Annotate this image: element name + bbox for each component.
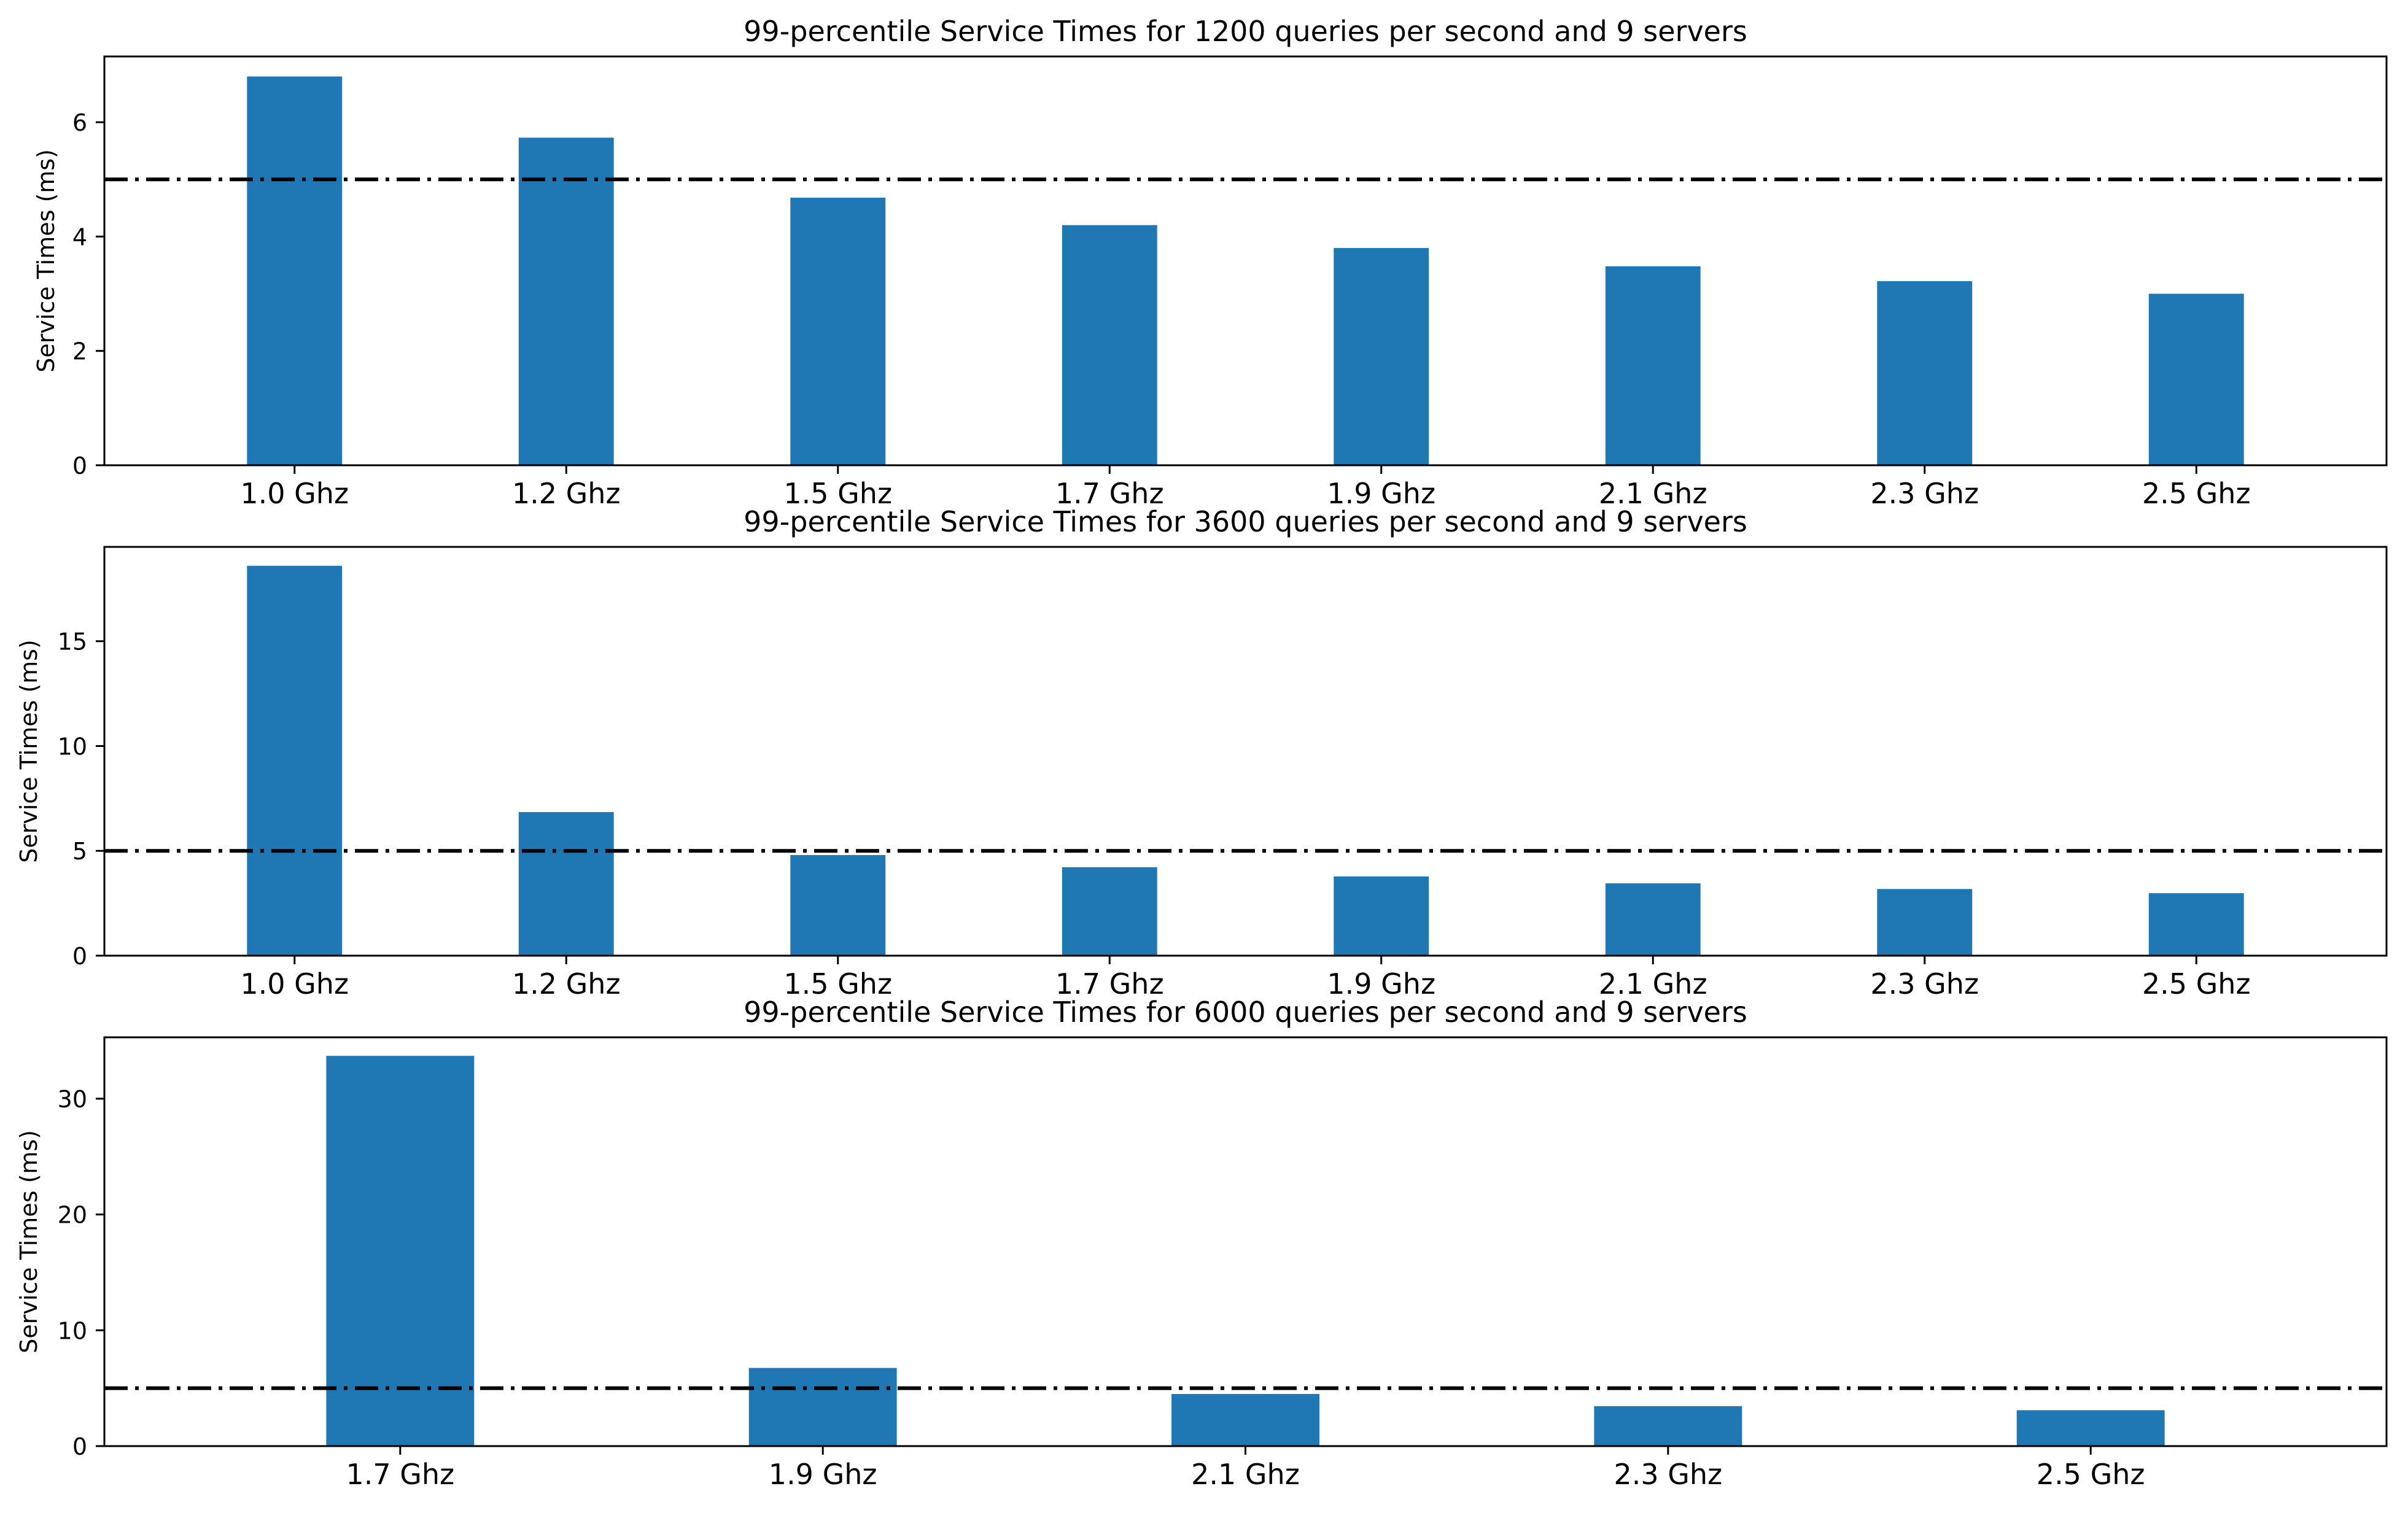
x-tick-label: 1.9 Ghz <box>769 1458 877 1491</box>
bar-2-3-ghz <box>1877 281 1973 465</box>
chart-title: 99-percentile Service Times for 6000 que… <box>744 996 1747 1029</box>
bar-1-0-ghz <box>247 76 343 466</box>
bar-1-9-ghz <box>748 1368 897 1446</box>
chart-panel-1: 0 2 4 6 1.0 Ghz 1.2 Ghz 1.5 Ghz 1.7 Ghz 1.9 Ghz 2… <box>33 15 2388 510</box>
bar-1-2-ghz <box>518 812 614 956</box>
chart-panel-3: 0 10 20 30 1.7 Ghz 1.9 Ghz 2.1 Ghz 2.3 Ghz 2.5 G… <box>15 996 2388 1491</box>
bar-2-5-ghz <box>2148 893 2244 956</box>
bar-1-7-ghz <box>1062 225 1157 465</box>
x-tick-label: 1.2 Ghz <box>512 967 621 1000</box>
bar-1-5-ghz <box>790 855 886 956</box>
x-tick-label: 2.3 Ghz <box>1870 967 1979 1000</box>
x-tick-label: 2.1 Ghz <box>1599 967 1707 1000</box>
x-tick-label: 2.3 Ghz <box>1870 477 1979 510</box>
bar-1-2-ghz <box>518 137 614 465</box>
bar-2-1-ghz <box>1605 266 1701 465</box>
bar-2-1-ghz <box>1171 1394 1319 1446</box>
x-tick-label: 1.7 Ghz <box>346 1458 454 1491</box>
y-tick-label: 0 <box>72 943 87 970</box>
y-tick-label: 5 <box>72 838 87 865</box>
x-tick-label: 2.5 Ghz <box>2037 1458 2145 1491</box>
x-tick-label: 1.5 Ghz <box>783 967 892 1000</box>
x-tick-label: 1.0 Ghz <box>240 477 349 510</box>
x-tick-label: 2.5 Ghz <box>2142 477 2251 510</box>
x-tick-label: 2.1 Ghz <box>1191 1458 1300 1491</box>
chart-title: 99-percentile Service Times for 1200 que… <box>744 15 1747 48</box>
x-tick-label: 1.7 Ghz <box>1055 477 1164 510</box>
bar-1-7-ghz <box>326 1056 475 1446</box>
x-tick-label: 1.9 Ghz <box>1327 477 1435 510</box>
y-axis-label: Service Times (ms) <box>15 640 42 863</box>
y-tick-label: 0 <box>72 452 87 479</box>
bar-2-5-ghz <box>2016 1410 2165 1446</box>
chart-panel-2: 0 5 10 15 1.0 Ghz 1.2 Ghz 1.5 Ghz 1.7 Ghz 1.9 Gh… <box>15 505 2388 1000</box>
x-tick-label: 1.2 Ghz <box>512 477 621 510</box>
bar-2-3-ghz <box>1877 889 1973 956</box>
chart-title: 99-percentile Service Times for 3600 que… <box>744 505 1747 538</box>
y-tick-label: 20 <box>58 1202 87 1229</box>
y-tick-label: 10 <box>58 733 87 760</box>
y-tick-label: 2 <box>72 338 87 365</box>
y-axis-label: Service Times (ms) <box>33 149 60 373</box>
x-tick-label: 1.7 Ghz <box>1055 967 1164 1000</box>
x-tick-label: 2.5 Ghz <box>2142 967 2251 1000</box>
y-tick-label: 4 <box>72 223 87 250</box>
bar-1-0-ghz <box>247 565 343 956</box>
bar-2-1-ghz <box>1605 883 1701 956</box>
x-tick-label: 1.5 Ghz <box>783 477 892 510</box>
y-tick-label: 30 <box>58 1086 87 1113</box>
axes-frame <box>103 55 2388 466</box>
x-tick-label: 2.3 Ghz <box>1614 1458 1722 1491</box>
bar-2-5-ghz <box>2148 293 2244 465</box>
x-tick-label: 1.0 Ghz <box>240 967 349 1000</box>
bar-2-3-ghz <box>1594 1406 1742 1446</box>
y-axis-label: Service Times (ms) <box>15 1130 42 1353</box>
y-tick-label: 15 <box>58 629 87 656</box>
y-tick-label: 0 <box>72 1433 87 1460</box>
axes-frame <box>103 546 2388 957</box>
y-tick-label: 10 <box>58 1317 87 1344</box>
bar-1-9-ghz <box>1334 876 1429 956</box>
bar-1-9-ghz <box>1334 248 1429 465</box>
bar-1-5-ghz <box>790 198 886 465</box>
x-tick-label: 1.9 Ghz <box>1327 967 1435 1000</box>
x-tick-label: 2.1 Ghz <box>1599 477 1707 510</box>
y-tick-label: 6 <box>72 109 87 136</box>
bar-1-7-ghz <box>1062 867 1157 956</box>
